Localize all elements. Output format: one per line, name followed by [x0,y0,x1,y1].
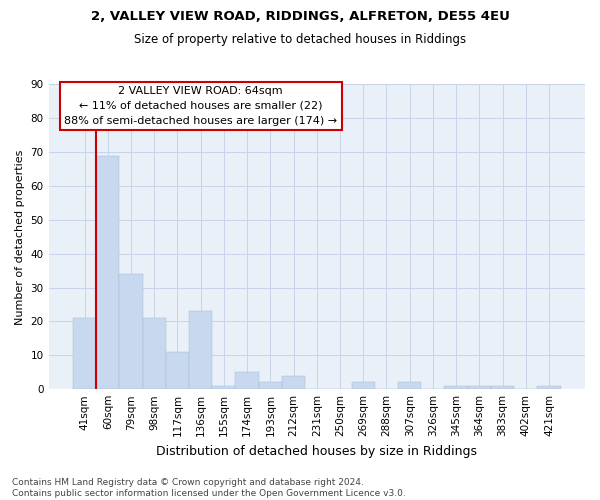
Text: Size of property relative to detached houses in Riddings: Size of property relative to detached ho… [134,32,466,46]
Bar [468,386,491,389]
Bar [352,382,375,389]
Bar [259,382,282,389]
Bar [166,352,189,389]
Bar [143,318,166,389]
Bar [73,318,96,389]
Bar [538,386,560,389]
X-axis label: Distribution of detached houses by size in Riddings: Distribution of detached houses by size … [156,444,477,458]
Y-axis label: Number of detached properties: Number of detached properties [15,149,25,324]
Text: 2, VALLEY VIEW ROAD, RIDDINGS, ALFRETON, DE55 4EU: 2, VALLEY VIEW ROAD, RIDDINGS, ALFRETON,… [91,10,509,23]
Bar [491,386,514,389]
Bar [96,156,119,389]
Bar [398,382,421,389]
Bar [119,274,143,389]
Bar [282,376,305,389]
Bar [189,312,212,389]
Bar [212,386,235,389]
Bar [445,386,468,389]
Text: Contains HM Land Registry data © Crown copyright and database right 2024.
Contai: Contains HM Land Registry data © Crown c… [12,478,406,498]
Bar [235,372,259,389]
Text: 2 VALLEY VIEW ROAD: 64sqm
← 11% of detached houses are smaller (22)
88% of semi-: 2 VALLEY VIEW ROAD: 64sqm ← 11% of detac… [64,86,337,126]
